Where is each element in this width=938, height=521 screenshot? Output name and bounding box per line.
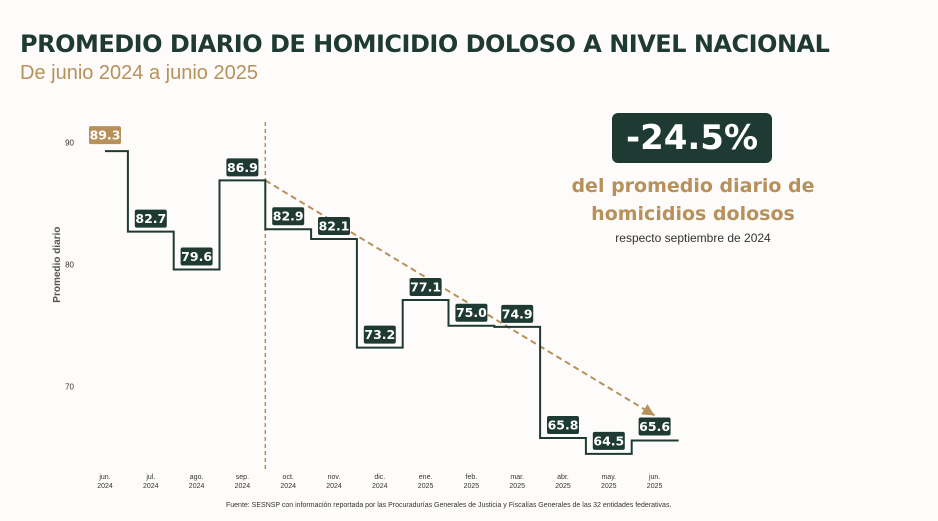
data-label-bg	[134, 209, 167, 228]
data-label-bg	[318, 217, 350, 236]
x-tick-month: may.	[601, 474, 616, 481]
x-tick-month: abr.	[557, 474, 569, 481]
x-tick-year: 2025	[509, 483, 525, 490]
data-label-bg	[180, 247, 213, 266]
x-tick-month: oct.	[283, 474, 294, 481]
data-label-bg	[547, 416, 579, 435]
data-label-bg	[363, 325, 396, 344]
x-tick-year: 2024	[280, 483, 296, 490]
page-subtitle: De junio 2024 a junio 2025	[20, 62, 258, 84]
x-tick-year: 2024	[372, 483, 388, 490]
y-tick-label: 70	[65, 383, 74, 392]
percent-change-description: del promedio diario de homicidios doloso…	[560, 172, 826, 228]
x-tick-month: dic.	[374, 474, 385, 481]
x-tick-month: feb.	[466, 474, 478, 481]
y-tick-label: 90	[65, 139, 74, 148]
data-label-bg	[638, 417, 671, 436]
data-label-bg	[455, 303, 488, 322]
data-label: 77.1	[410, 280, 441, 295]
x-tick-year: 2024	[97, 483, 113, 490]
data-label-bg	[409, 278, 442, 297]
description-line-2: homicidios dolosos	[591, 203, 795, 225]
x-tick-month: mar.	[510, 474, 524, 481]
x-tick-month: jun.	[98, 474, 110, 481]
x-tick-year: 2025	[601, 483, 617, 490]
x-tick-month: jul.	[145, 474, 155, 481]
description-line-1: del promedio diario de	[571, 175, 815, 197]
x-tick-year: 2025	[418, 483, 434, 490]
data-label-bg	[501, 304, 534, 323]
data-label: 64.5	[593, 433, 624, 448]
x-tick-year: 2025	[555, 483, 571, 490]
y-tick-label: 80	[65, 261, 74, 270]
data-label-bg	[272, 207, 305, 226]
data-label: 75.0	[456, 305, 487, 320]
x-tick-month: sep.	[236, 474, 249, 481]
x-tick-year: 2024	[235, 483, 251, 490]
percent-change-badge: -24.5%	[612, 113, 772, 163]
x-tick-year: 2024	[189, 483, 205, 490]
data-label: 89.3	[90, 128, 121, 143]
data-label: 86.9	[227, 160, 258, 175]
source-note: Fuente: SESNSP con información reportada…	[226, 502, 672, 509]
data-label: 74.9	[502, 306, 533, 321]
data-label: 82.1	[319, 219, 350, 234]
data-label: 65.8	[548, 418, 579, 433]
x-tick-year: 2025	[464, 483, 480, 490]
x-tick-month: jun.	[648, 474, 660, 481]
data-label: 79.6	[181, 249, 212, 264]
x-tick-year: 2024	[326, 483, 342, 490]
data-label: 82.9	[273, 209, 304, 224]
data-label-bg	[592, 431, 625, 450]
x-tick-year: 2025	[647, 483, 663, 490]
data-label-bg	[226, 158, 259, 177]
x-tick-month: ago.	[190, 474, 204, 481]
x-tick-month: ene.	[419, 474, 433, 481]
y-axis-label: Promedio diario	[52, 227, 63, 303]
data-label-bg	[89, 126, 121, 145]
x-tick-year: 2024	[143, 483, 159, 490]
data-label: 65.6	[639, 419, 670, 434]
data-label: 73.2	[364, 327, 395, 342]
percent-change-note: respecto septiembre de 2024	[615, 231, 771, 245]
series-step-line	[105, 150, 679, 455]
x-tick-month: nov.	[328, 474, 341, 481]
data-label: 82.7	[135, 211, 166, 226]
page-title: PROMEDIO DIARIO DE HOMICIDIO DOLOSO A NI…	[20, 30, 830, 58]
trend-arrow-head	[641, 404, 655, 416]
